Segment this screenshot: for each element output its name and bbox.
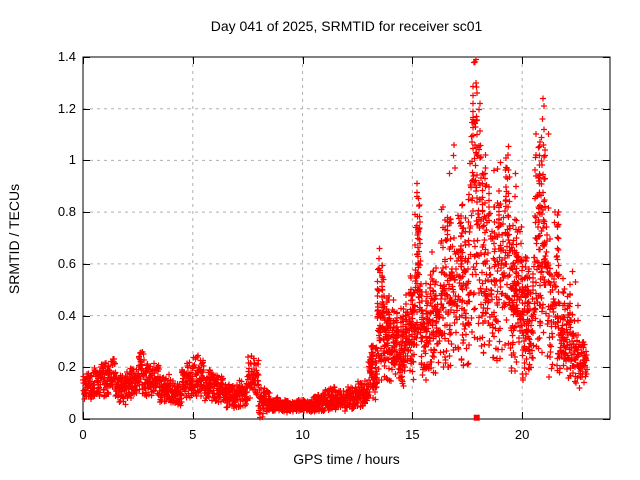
x-axis-title: GPS time / hours [293,451,400,467]
y-tick-label: 0.4 [57,307,76,323]
scatter-points [80,56,590,421]
axis-tick-marks [83,57,610,420]
y-tick-label: 1 [68,152,76,168]
y-axis-title: SRMTID / TECUs [6,183,22,295]
y-tick-label: 0.2 [57,359,76,375]
x-tick-label: 0 [79,427,87,442]
y-tick-label: 1.4 [57,49,76,64]
x-tick-label: 15 [405,427,420,442]
y-tick-label: 0.6 [57,255,76,271]
x-tick-label: 10 [295,427,310,442]
x-tick-label: 5 [189,427,197,442]
y-tick-label: 1.2 [57,100,76,116]
chart-title: Day 041 of 2025, SRMTID for receiver sc0… [210,18,483,34]
x-tick-label: 20 [514,427,530,442]
y-tick-label: 0 [68,411,76,426]
y-tick-label: 0.8 [57,204,76,220]
flag-marker-square [473,414,480,421]
plot-border [82,56,611,420]
